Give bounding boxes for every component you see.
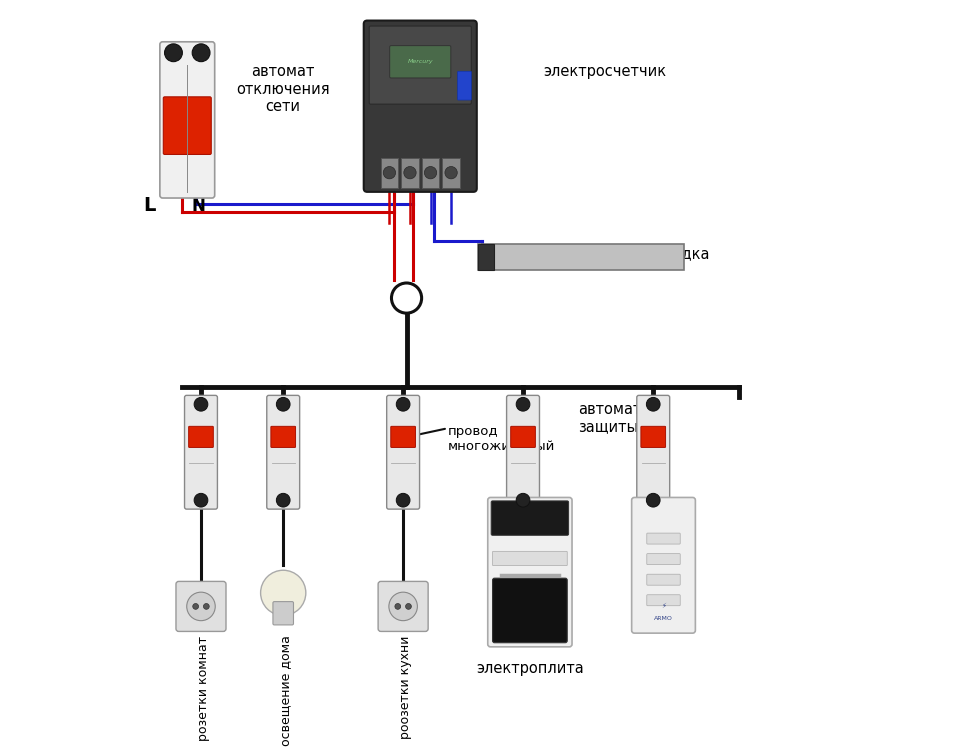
Circle shape	[192, 44, 210, 62]
FancyBboxPatch shape	[390, 426, 415, 447]
Text: электросчетчик: электросчетчик	[544, 64, 667, 79]
FancyBboxPatch shape	[164, 97, 211, 155]
Bar	[478, 244, 494, 270]
Circle shape	[192, 603, 198, 609]
FancyBboxPatch shape	[488, 498, 572, 647]
Text: L: L	[144, 196, 156, 215]
Text: розетки комнат: розетки комнат	[197, 636, 210, 740]
FancyBboxPatch shape	[506, 395, 540, 509]
Circle shape	[424, 167, 436, 179]
Circle shape	[389, 592, 417, 621]
Text: роозетки кухни: роозетки кухни	[399, 636, 412, 739]
FancyBboxPatch shape	[647, 575, 680, 585]
Circle shape	[516, 493, 530, 507]
Circle shape	[396, 397, 410, 411]
Text: автоматы
защиты: автоматы защиты	[578, 402, 653, 434]
FancyBboxPatch shape	[493, 551, 568, 566]
Text: Mercury: Mercury	[408, 60, 434, 64]
Circle shape	[277, 397, 290, 411]
FancyBboxPatch shape	[185, 395, 217, 509]
FancyBboxPatch shape	[273, 602, 294, 625]
Text: N: N	[192, 197, 206, 215]
Bar	[478, 244, 684, 270]
Circle shape	[646, 397, 660, 411]
Circle shape	[646, 493, 660, 507]
Circle shape	[396, 493, 410, 507]
FancyBboxPatch shape	[641, 426, 665, 447]
Circle shape	[165, 44, 183, 62]
FancyBboxPatch shape	[636, 395, 670, 509]
FancyBboxPatch shape	[189, 426, 213, 447]
Text: освещение дома: освещение дома	[279, 636, 292, 746]
Circle shape	[391, 283, 422, 313]
FancyBboxPatch shape	[381, 158, 398, 188]
FancyBboxPatch shape	[511, 426, 535, 447]
FancyBboxPatch shape	[647, 553, 680, 565]
FancyBboxPatch shape	[176, 581, 226, 631]
FancyBboxPatch shape	[401, 158, 419, 188]
Text: клеммная колодка: клеммная колодка	[565, 246, 710, 261]
FancyBboxPatch shape	[632, 498, 696, 633]
Circle shape	[204, 603, 210, 609]
FancyBboxPatch shape	[493, 578, 568, 642]
FancyBboxPatch shape	[422, 158, 439, 188]
Circle shape	[277, 493, 290, 507]
FancyBboxPatch shape	[378, 581, 428, 631]
Text: ⚡: ⚡	[661, 602, 666, 608]
FancyBboxPatch shape	[457, 72, 471, 100]
Circle shape	[406, 603, 412, 609]
FancyBboxPatch shape	[267, 395, 300, 509]
Circle shape	[383, 167, 395, 179]
Circle shape	[445, 167, 457, 179]
FancyBboxPatch shape	[442, 158, 460, 188]
Text: ТЭН: ТЭН	[643, 524, 683, 542]
Text: электроплита: электроплита	[476, 661, 584, 676]
Text: ARMO: ARMO	[654, 615, 673, 621]
FancyBboxPatch shape	[647, 533, 680, 544]
Circle shape	[395, 603, 401, 609]
FancyBboxPatch shape	[271, 426, 296, 447]
FancyBboxPatch shape	[160, 41, 214, 198]
FancyBboxPatch shape	[364, 20, 477, 192]
Circle shape	[260, 570, 306, 615]
Circle shape	[187, 592, 215, 621]
Circle shape	[194, 493, 208, 507]
Text: автомат
отключения
сети: автомат отключения сети	[236, 64, 330, 114]
Circle shape	[194, 397, 208, 411]
FancyBboxPatch shape	[369, 26, 471, 104]
FancyBboxPatch shape	[387, 395, 419, 509]
Circle shape	[404, 167, 416, 179]
FancyBboxPatch shape	[647, 595, 680, 605]
Text: провод
многожильный: провод многожильный	[448, 425, 555, 452]
Circle shape	[516, 397, 530, 411]
FancyBboxPatch shape	[491, 501, 568, 535]
FancyBboxPatch shape	[389, 46, 451, 78]
